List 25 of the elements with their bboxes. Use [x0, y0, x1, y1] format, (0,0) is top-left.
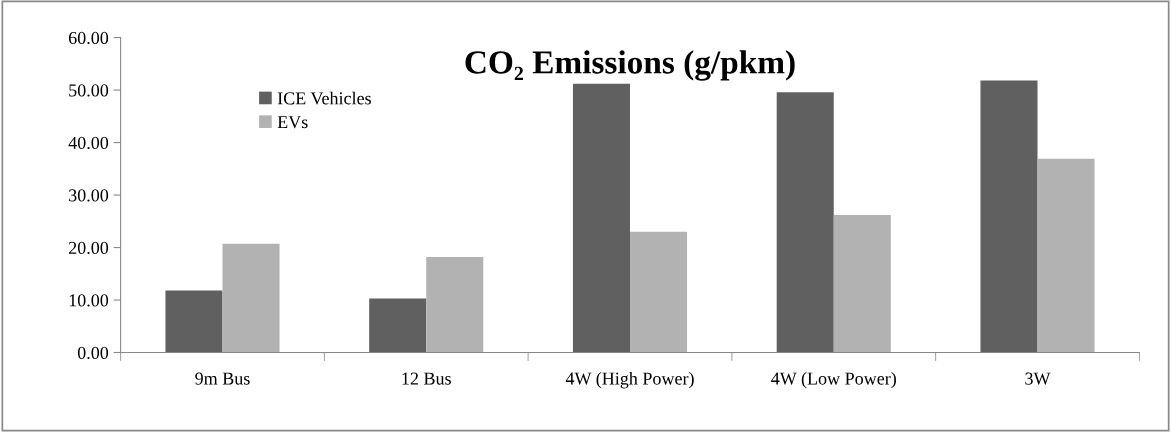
bar — [572, 83, 630, 353]
x-tick-label: 9m Bus — [195, 372, 250, 385]
x-tick-label: 12 Bus — [402, 372, 451, 385]
bar — [222, 243, 280, 353]
x-tick-label: 4W (Low Power) — [771, 371, 896, 389]
y-tick-label: 20.00 — [68, 241, 109, 255]
y-tick-label: 30.00 — [69, 189, 109, 202]
bar — [426, 256, 484, 353]
bar — [1037, 158, 1095, 353]
x-tick-label: 3W — [1025, 372, 1051, 385]
x-tick-label: 4W (High Power) — [565, 371, 694, 389]
y-tick-label: 50.00 — [69, 84, 109, 97]
y-tick-label: 0.00 — [77, 346, 109, 360]
bar — [165, 290, 223, 353]
legend-label: ICE Vehicles — [277, 91, 371, 105]
bar — [776, 92, 834, 353]
chart-title: CO₂ Emissions (g/pkm) — [465, 50, 795, 81]
bar — [980, 80, 1038, 353]
y-tick-label: 10.00 — [69, 294, 109, 307]
y-tick-label: 40.00 — [68, 136, 109, 150]
bar — [630, 231, 688, 353]
legend-label: EVs — [277, 116, 308, 129]
bar — [833, 214, 891, 353]
y-tick-label: 60.00 — [68, 31, 109, 45]
bar — [369, 298, 427, 353]
